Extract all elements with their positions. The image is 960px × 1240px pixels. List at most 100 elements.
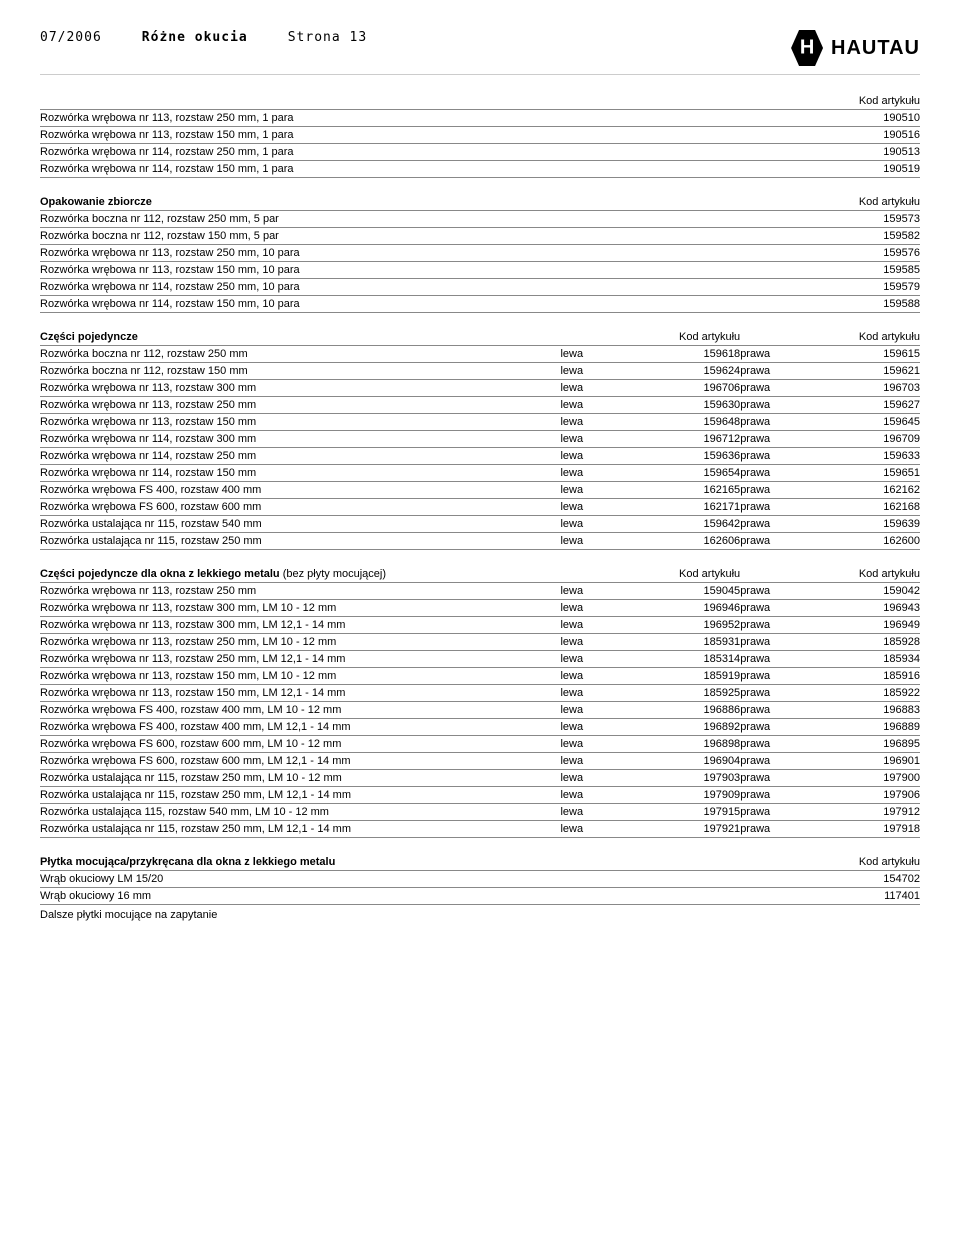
cell-side: lewa (560, 431, 626, 448)
table-row: Rozwórka wrębowa nr 114, rozstaw 300 mm … (40, 431, 920, 448)
cell-side: prawa (740, 634, 806, 651)
table-row: Rozwórka boczna nr 112, rozstaw 250 mm, … (40, 211, 920, 228)
header-left: 07/2006 Różne okucia Strona 13 (40, 30, 367, 45)
header-rule (40, 74, 920, 75)
cell-side: lewa (560, 448, 626, 465)
cell-code: 196901 (806, 753, 920, 770)
cell-code: 190513 (744, 144, 920, 161)
cell-description: Rozwórka ustalająca nr 115, rozstaw 540 … (40, 516, 560, 533)
cell-description: Rozwórka boczna nr 112, rozstaw 250 mm, … (40, 211, 744, 228)
cell-description: Rozwórka wrębowa nr 113, rozstaw 250 mm,… (40, 110, 744, 127)
cell-side: prawa (740, 431, 806, 448)
cell-code: 196904 (627, 753, 741, 770)
cell-side: prawa (740, 651, 806, 668)
cell-side: lewa (560, 583, 626, 600)
cell-side: lewa (560, 821, 626, 838)
cell-code: 185916 (806, 668, 920, 685)
cell-side: lewa (560, 736, 626, 753)
table-bulk: Opakowanie zbiorcze Kod artykułu Rozwórk… (40, 194, 920, 313)
cell-code: 117401 (744, 888, 920, 905)
cell-description: Rozwórka wrębowa nr 114, rozstaw 250 mm (40, 448, 560, 465)
cell-code: 159639 (806, 516, 920, 533)
cell-code: 159636 (627, 448, 741, 465)
cell-code: 159651 (806, 465, 920, 482)
header-date: 07/2006 (40, 30, 102, 45)
cell-description: Rozwórka wrębowa nr 113, rozstaw 150 mm (40, 414, 560, 431)
cell-description: Rozwórka boczna nr 112, rozstaw 250 mm (40, 346, 560, 363)
cell-side: lewa (560, 719, 626, 736)
table-row: Rozwórka wrębowa nr 113, rozstaw 250 mm,… (40, 110, 920, 127)
table-row: Rozwórka ustalająca nr 115, rozstaw 250 … (40, 533, 920, 550)
cell-code: 185931 (627, 634, 741, 651)
cell-side: prawa (740, 499, 806, 516)
page-header: 07/2006 Różne okucia Strona 13 HAUTAU (40, 30, 920, 66)
cell-side: prawa (740, 583, 806, 600)
cell-description: Rozwórka wrębowa FS 600, rozstaw 600 mm (40, 499, 560, 516)
table-row: Rozwórka wrębowa nr 113, rozstaw 150 mm,… (40, 127, 920, 144)
cell-side: lewa (560, 482, 626, 499)
cell-description: Rozwórka wrębowa nr 113, rozstaw 150 mm,… (40, 668, 560, 685)
cell-code: 162171 (627, 499, 741, 516)
cell-description: Rozwórka wrębowa nr 114, rozstaw 150 mm,… (40, 296, 744, 313)
cell-side: lewa (560, 617, 626, 634)
cell-side: lewa (560, 702, 626, 719)
section-title-bold: Części pojedyncze dla okna z lekkiego me… (40, 568, 280, 580)
col-header-code: Kod artykułu (744, 854, 920, 871)
cell-description: Rozwórka wrębowa nr 114, rozstaw 250 mm,… (40, 144, 744, 161)
cell-side: lewa (560, 465, 626, 482)
table-row: Rozwórka wrębowa nr 113, rozstaw 150 mm,… (40, 262, 920, 279)
cell-code: 196949 (806, 617, 920, 634)
brand-logo: HAUTAU (791, 30, 920, 66)
cell-side: prawa (740, 482, 806, 499)
table-row: Rozwórka ustalająca 115, rozstaw 540 mm,… (40, 804, 920, 821)
cell-code: 197903 (627, 770, 741, 787)
cell-side: lewa (560, 363, 626, 380)
cell-code: 162600 (806, 533, 920, 550)
cell-side: prawa (740, 363, 806, 380)
cell-code: 196886 (627, 702, 741, 719)
col-header-code: Kod artykułu (627, 566, 741, 583)
table-row: Rozwórka wrębowa nr 114, rozstaw 150 mm,… (40, 161, 920, 178)
cell-description: Rozwórka ustalająca nr 115, rozstaw 250 … (40, 533, 560, 550)
cell-description: Rozwórka wrębowa FS 600, rozstaw 600 mm,… (40, 736, 560, 753)
cell-code: 159633 (806, 448, 920, 465)
table-row: Rozwórka wrębowa nr 113, rozstaw 250 mm … (40, 397, 920, 414)
cell-side: prawa (740, 533, 806, 550)
cell-code: 196712 (627, 431, 741, 448)
table-row: Rozwórka ustalająca nr 115, rozstaw 540 … (40, 516, 920, 533)
cell-side: lewa (560, 414, 626, 431)
table-row: Rozwórka wrębowa nr 113, rozstaw 250 mm,… (40, 651, 920, 668)
cell-description: Rozwórka wrębowa nr 113, rozstaw 300 mm,… (40, 617, 560, 634)
cell-code: 197912 (806, 804, 920, 821)
cell-code: 159582 (744, 228, 920, 245)
cell-description: Rozwórka wrębowa nr 114, rozstaw 150 mm (40, 465, 560, 482)
table-row: Rozwórka wrębowa nr 113, rozstaw 250 mm,… (40, 634, 920, 651)
cell-code: 159588 (744, 296, 920, 313)
cell-side: lewa (560, 804, 626, 821)
table-row: Rozwórka wrębowa nr 113, rozstaw 300 mm,… (40, 600, 920, 617)
cell-description: Rozwórka wrębowa nr 113, rozstaw 250 mm (40, 583, 560, 600)
cell-code: 159573 (744, 211, 920, 228)
cell-side: prawa (740, 397, 806, 414)
table-row: Rozwórka wrębowa nr 114, rozstaw 250 mm,… (40, 144, 920, 161)
cell-code: 162606 (627, 533, 741, 550)
table-row: Rozwórka wrębowa nr 114, rozstaw 150 mm … (40, 465, 920, 482)
cell-code: 196703 (806, 380, 920, 397)
col-header-code: Kod artykułu (806, 329, 920, 346)
table-mounting-plate: Płytka mocująca/przykręcana dla okna z l… (40, 854, 920, 905)
cell-code: 185928 (806, 634, 920, 651)
cell-description: Rozwórka wrębowa nr 114, rozstaw 300 mm (40, 431, 560, 448)
cell-code: 197918 (806, 821, 920, 838)
cell-side: prawa (740, 753, 806, 770)
cell-side: prawa (740, 804, 806, 821)
cell-side: lewa (560, 600, 626, 617)
cell-code: 159624 (627, 363, 741, 380)
table-row: Wrąb okuciowy LM 15/20 154702 (40, 871, 920, 888)
cell-code: 185925 (627, 685, 741, 702)
cell-code: 159630 (627, 397, 741, 414)
cell-code: 190516 (744, 127, 920, 144)
cell-description: Rozwórka wrębowa nr 113, rozstaw 150 mm,… (40, 262, 744, 279)
footer-note: Dalsze płytki mocujące na zapytanie (40, 909, 920, 921)
cell-side: prawa (740, 821, 806, 838)
cell-description: Wrąb okuciowy LM 15/20 (40, 871, 744, 888)
